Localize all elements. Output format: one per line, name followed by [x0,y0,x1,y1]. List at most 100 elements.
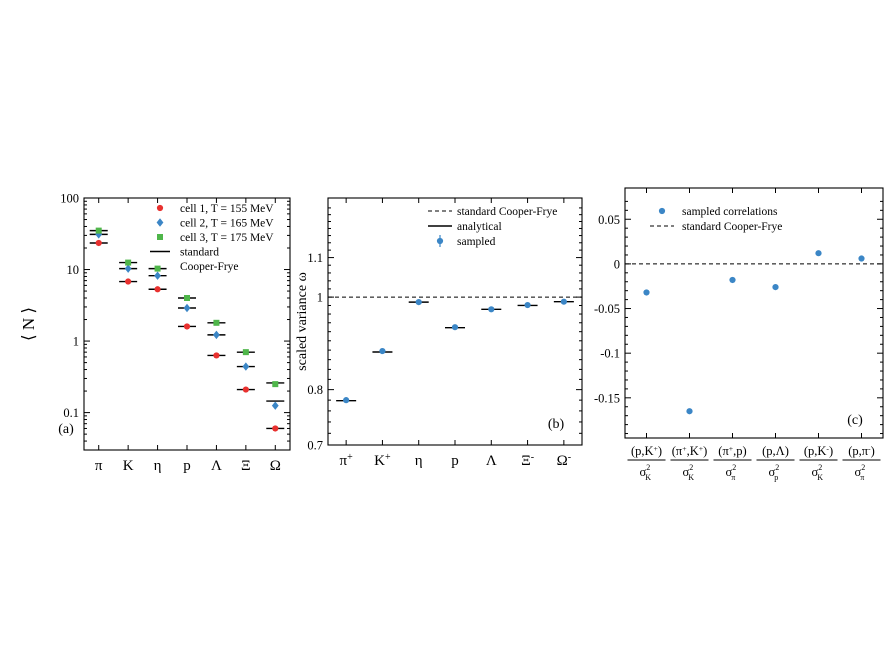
x-tick-label: η [154,458,162,474]
legend-label: cell 2, T = 165 MeV [180,218,274,230]
x-tick-label: Λ [211,458,222,474]
x-label-denominator: σ2 p [769,463,780,482]
den-sub: K [688,473,694,482]
plot-frame [327,197,583,446]
data-point-circle [183,323,191,330]
x-label-denominator: σ2 K [812,463,824,482]
legend-marker [156,204,164,212]
x-label-numerator-part: ,K [687,444,699,458]
plot-frame [624,187,884,439]
den-sigma: σ [640,465,647,479]
y-tick-label: 10 [67,263,80,277]
x-tick-label: K+ [374,452,391,470]
y-tick-label: 100 [60,192,79,206]
x-tick-sup: - [568,452,571,463]
y-axis-label: ⟨ N ⟩ [19,307,38,341]
sampled-point [379,347,386,355]
x-tick-label: Ω- [557,452,572,470]
x-label-numerator-part: ) [703,444,707,458]
x-label-numerator-part: + [699,444,703,453]
x-label-numerator: (p,π-) [848,444,875,459]
sampled-point [415,299,422,306]
legend-label: analytical [457,221,502,233]
x-tick-label: π [95,458,103,474]
y-tick-label: 1 [317,291,323,305]
x-label-numerator-part: ) [829,444,833,458]
x-tick-base: K [374,453,385,469]
den-sub: K [817,473,823,482]
data-point-square [95,227,102,234]
den-sup: 2 [689,463,693,472]
panel-label: (c) [847,413,863,428]
den-sup: 2 [775,463,779,472]
den-sigma: σ [683,465,690,479]
y-tick-label: 0 [614,257,620,271]
y-tick-label: -0.1 [600,347,620,361]
data-point-square [184,294,190,301]
y-tick-label: 0.8 [307,383,323,397]
x-label-numerator-part: ,p) [733,444,747,458]
data-point-diamond [95,230,103,239]
x-label-denominator: σ2 K [683,463,695,482]
legend-label: sampled [457,236,496,248]
data-point-diamond [271,401,279,410]
x-tick-sup: + [385,452,391,463]
x-tick-label: η [415,453,423,469]
x-tick-label: Ξ [241,458,251,474]
legend-label: cell 1, T = 155 MeV [180,203,274,215]
den-sigma: σ [812,465,819,479]
y-tick-label: -0.05 [594,302,620,316]
x-label-numerator: (p,K-) [804,444,833,459]
correlation-point [686,408,693,415]
data-point-square [125,259,132,266]
x-tick-base: p [451,453,459,469]
x-label-numerator: (p,Λ) [762,444,789,458]
x-label-numerator-part: + [682,444,686,453]
x-label-numerator-part: (p,K [804,444,827,458]
den-sigma: σ [726,465,733,479]
y-axis-label: scaled variance ω [295,272,310,371]
legend-label: standard Cooper-Frye [682,221,782,233]
y-tick-label: 0.7 [307,439,323,453]
x-tick-base: Ξ [521,453,531,469]
panel-label: (b) [548,417,565,432]
data-point-circle [272,425,279,432]
x-label-denominator: σ2 π [726,463,737,482]
x-label-denominator: σ2 K [640,463,652,482]
x-tick-base: π [340,453,348,469]
den-sub: π [731,473,735,482]
data-point-circle [242,386,249,393]
x-label-numerator-part: (π [718,444,729,458]
x-label-numerator-part: (p,π [848,444,869,458]
x-tick-base: Λ [486,453,497,469]
x-tick-label: Ξ- [521,452,534,470]
y-tick-label: 1 [73,335,79,349]
correlation-point [772,284,779,291]
den-sup: 2 [646,463,650,472]
panel-label: (a) [58,422,74,437]
y-tick-label: -0.15 [594,391,620,405]
x-label-numerator: (π+,K+) [672,444,708,459]
data-point-circle [154,286,161,293]
data-point-square [272,381,279,388]
x-tick-label: p [451,453,459,469]
correlation-point [858,255,865,262]
data-point-square [213,319,220,326]
data-point-circle [95,239,102,247]
legend-label: standard Cooper-Frye [457,206,557,218]
legend-marker [157,234,163,240]
legend-marker [436,237,444,245]
x-label-numerator: (p,K+) [631,444,662,459]
data-point-diamond [213,330,220,340]
legend-marker [156,218,164,227]
sampled-point [451,324,459,331]
legend-label: cell 3, T = 175 MeV [180,232,274,244]
data-point-diamond [242,362,250,371]
den-sup: 2 [861,463,865,472]
x-tick-label: p [183,458,191,474]
x-label-numerator: (π+,p) [718,444,746,459]
y-tick-label: 0.05 [598,213,620,227]
